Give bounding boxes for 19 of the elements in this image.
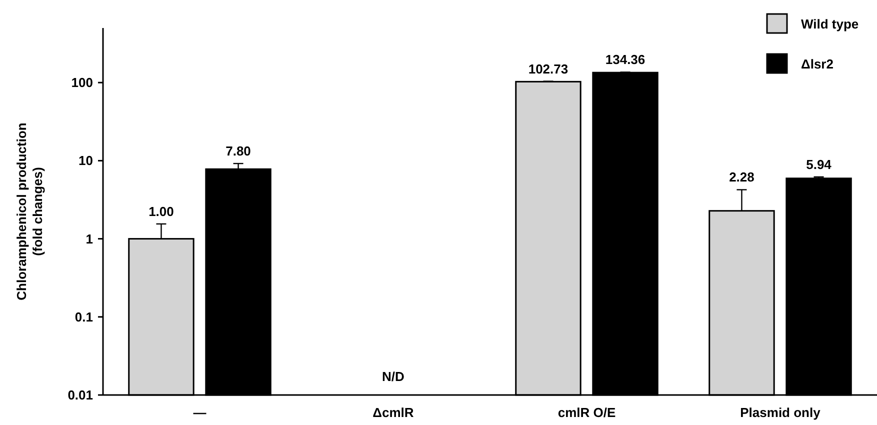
data-label: 1.00 — [148, 204, 174, 219]
data-label: 7.80 — [226, 144, 251, 159]
x-tick-label: — — [193, 405, 206, 420]
data-label: 134.36 — [605, 52, 646, 68]
legend-label: Δlsr2 — [801, 56, 834, 72]
x-tick-label: cmlR O/E — [558, 405, 616, 420]
y-tick-label: 10 — [78, 153, 93, 168]
y-tick-label: 100 — [71, 75, 93, 90]
y-tick-label: 0.1 — [74, 309, 93, 324]
x-tick-label: ΔcmlR — [372, 405, 414, 420]
data-label: 2.28 — [729, 170, 754, 185]
y-tick-label: 1 — [86, 231, 93, 246]
data-label: 102.73 — [528, 61, 568, 76]
y-tick-label: 0.01 — [68, 388, 93, 403]
annotation: N/D — [382, 369, 404, 384]
x-tick-label: Plasmid only — [740, 405, 822, 420]
data-label: 5.94 — [806, 156, 832, 172]
y-axis-title: Chloramphenicol production (fold changes) — [14, 122, 45, 300]
legend-label: Wild type — [801, 16, 859, 32]
